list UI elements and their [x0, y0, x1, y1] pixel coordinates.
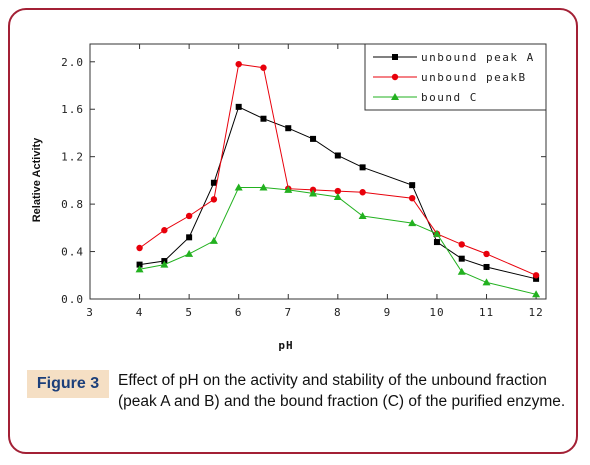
- x-tick-label: 10: [429, 306, 444, 319]
- x-tick-label: 11: [479, 306, 494, 319]
- y-tick-label: 1.6: [61, 103, 84, 116]
- x-tick-label: 3: [86, 306, 94, 319]
- data-point: [136, 244, 143, 252]
- y-tick-label: 0.8: [61, 198, 84, 211]
- data-point: [457, 267, 466, 275]
- data-point: [235, 60, 242, 68]
- x-tick-label: 6: [235, 306, 243, 319]
- legend-label: unbound peakB: [421, 71, 527, 84]
- y-tick-label: 0.4: [61, 246, 84, 259]
- legend: unbound peak A unbound peakB bound C: [364, 43, 547, 111]
- data-point: [285, 125, 292, 132]
- data-point: [409, 182, 416, 189]
- data-point: [391, 73, 399, 81]
- data-point: [359, 189, 366, 196]
- data-point: [136, 261, 143, 268]
- data-point: [135, 265, 144, 273]
- data-point: [532, 290, 541, 298]
- data-point: [186, 234, 193, 241]
- x-tick-label: 12: [528, 306, 543, 319]
- data-point: [310, 135, 317, 142]
- data-point: [161, 227, 168, 234]
- figure-caption: Effect of pH on the activity and stabili…: [118, 372, 566, 410]
- x-tick-label: 5: [185, 306, 193, 319]
- data-point: [483, 250, 490, 258]
- x-tick-label: 7: [284, 306, 292, 319]
- data-point: [458, 255, 465, 262]
- data-point: [391, 93, 399, 100]
- y-tick-label: 2.0: [61, 56, 84, 69]
- series-line: [139, 187, 537, 295]
- data-point: [458, 241, 465, 248]
- data-point: [358, 211, 367, 219]
- series-bound-c: [135, 183, 541, 298]
- data-point: [235, 103, 242, 110]
- data-point: [433, 239, 440, 246]
- data-point: [432, 229, 441, 237]
- figure-label: Figure 3: [27, 370, 109, 398]
- data-point: [483, 263, 490, 270]
- data-point: [185, 212, 193, 220]
- data-point: [185, 249, 194, 257]
- data-point: [359, 164, 366, 171]
- data-point: [234, 183, 243, 191]
- data-point: [392, 54, 398, 60]
- x-axis: 3 4 5 6 7 8 9 10 11 12: [86, 44, 543, 319]
- data-point: [333, 193, 342, 200]
- data-point: [209, 236, 218, 244]
- x-axis-label: pH: [278, 339, 293, 352]
- data-point: [210, 179, 217, 186]
- x-tick-label: 8: [334, 306, 342, 319]
- y-axis: 0.0 0.4 0.8 1.2 1.6 2.0: [61, 56, 546, 306]
- data-point: [334, 152, 341, 159]
- data-point: [309, 189, 318, 197]
- data-point: [408, 194, 416, 202]
- x-tick-label: 4: [136, 306, 144, 319]
- data-point: [532, 272, 540, 279]
- data-point: [260, 115, 267, 122]
- data-point: [408, 219, 417, 227]
- legend-label: bound C: [421, 91, 478, 104]
- data-point: [334, 187, 342, 195]
- y-tick-label: 1.2: [61, 151, 84, 164]
- data-point: [284, 185, 293, 193]
- y-tick-label: 0.0: [61, 293, 84, 306]
- x-tick-label: 9: [384, 306, 392, 319]
- data-point: [482, 278, 491, 286]
- legend-label: unbound peak A: [421, 51, 535, 64]
- data-point: [260, 64, 267, 71]
- plot-area: [89, 43, 547, 300]
- data-point: [210, 196, 218, 203]
- series-layer: [135, 60, 541, 298]
- data-point: [533, 275, 540, 282]
- data-point: [259, 183, 268, 191]
- data-point: [160, 260, 169, 268]
- y-axis-label: Relative Activity: [31, 137, 43, 222]
